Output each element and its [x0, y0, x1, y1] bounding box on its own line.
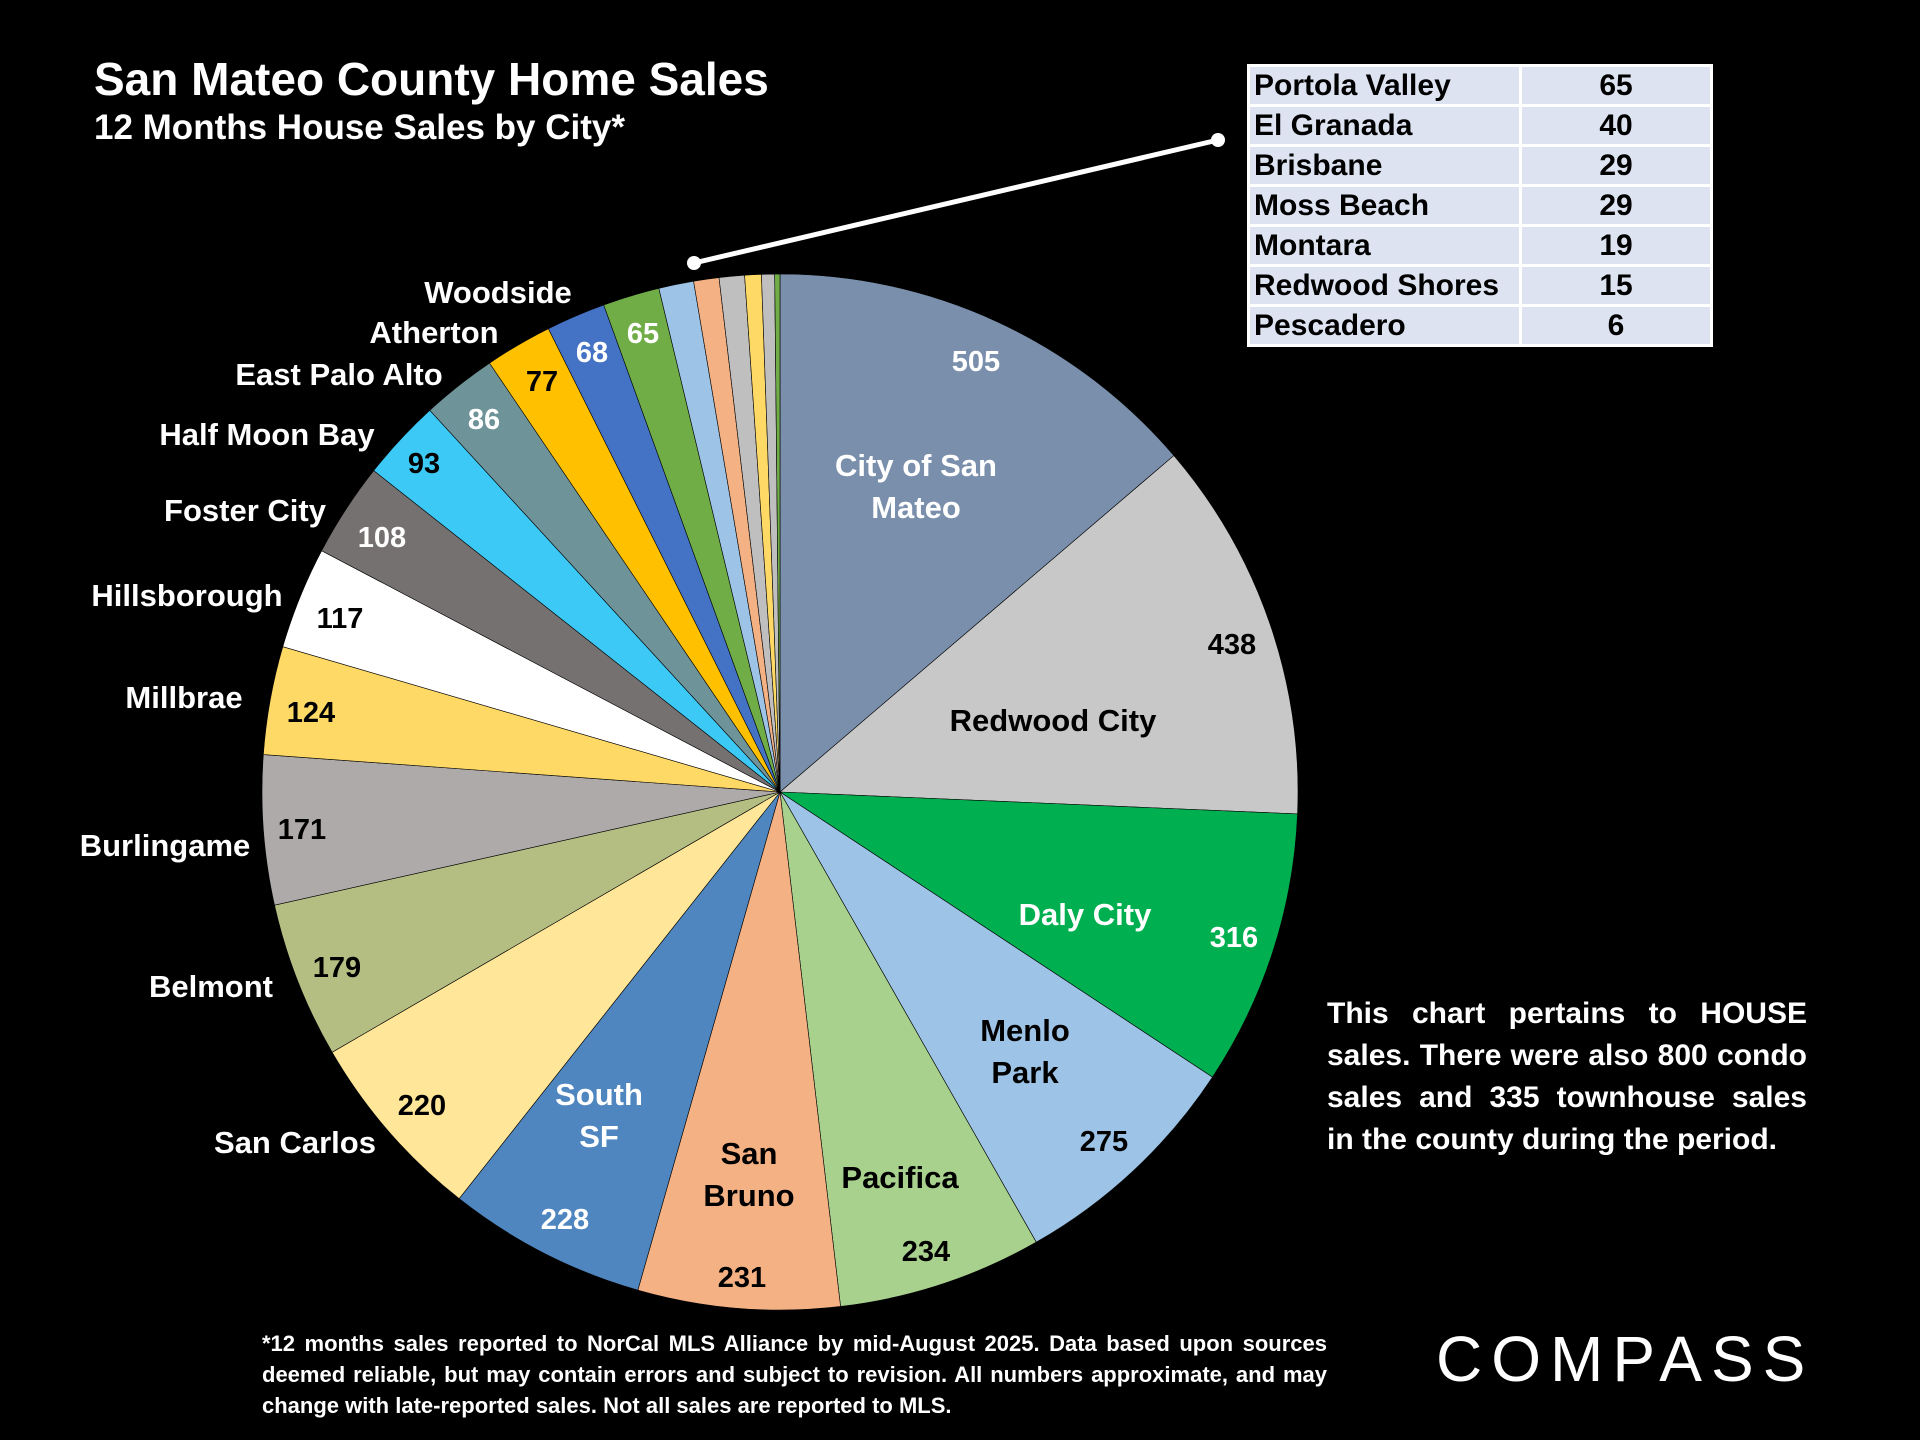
slice-name-foster-city: Foster City [164, 493, 327, 528]
slice-value-burlingame: 171 [278, 814, 326, 846]
table-city-value: 29 [1519, 184, 1713, 227]
callout-dot-end [1211, 133, 1225, 147]
slice-name-city-of-san-mateo: City of San Mateo [835, 448, 997, 525]
slice-value-south-sf: 228 [541, 1204, 589, 1236]
table-row: Moss Beach 29 [1247, 184, 1713, 227]
table-city-name: Redwood Shores [1247, 264, 1522, 307]
slice-name-pacifica: Pacifica [841, 1160, 959, 1195]
slice-name-south-sf: South SF [555, 1077, 643, 1154]
table-row: Montara 19 [1247, 224, 1713, 267]
small-cities-table: Portola Valley 65 El Granada 40 Brisbane 29 Mo… [1247, 64, 1713, 347]
slice-value-woodside: 68 [576, 337, 608, 369]
table-row: El Granada 40 [1247, 104, 1713, 147]
slice-san-bruno [637, 791, 841, 1311]
callout-dot-start [687, 256, 701, 270]
slice-name-atherton: Atherton [369, 315, 498, 350]
table-city-name: Portola Valley [1247, 64, 1522, 107]
table-city-value: 65 [1519, 64, 1713, 107]
slice-value-pacifica: 234 [902, 1236, 950, 1268]
slice-pacifica [779, 791, 1037, 1307]
table-city-value: 40 [1519, 104, 1713, 147]
slice-name-hillsborough: Hillsborough [91, 578, 282, 613]
table-city-name: Montara [1247, 224, 1522, 267]
slice-pescadero [774, 273, 781, 793]
slice-south-sf [458, 791, 781, 1291]
slice-daly-city [778, 791, 1298, 1078]
table-row: Portola Valley 65 [1247, 64, 1713, 107]
slice-name-woodside: Woodside [424, 275, 572, 310]
table-city-value: 15 [1519, 264, 1713, 307]
slice-value-daly-city: 316 [1210, 922, 1258, 954]
slice-value-millbrae: 124 [287, 697, 335, 729]
table-city-value: 6 [1519, 304, 1713, 347]
slice-value-menlo-park: 275 [1080, 1126, 1128, 1158]
slice-name-san-bruno: San Bruno [703, 1136, 794, 1213]
slice-value-atherton: 77 [526, 366, 558, 398]
slice-menlo-park [779, 791, 1213, 1243]
slice-value-hillsborough: 117 [317, 603, 364, 635]
house-sales-note: This chart pertains to HOUSE sales. Ther… [1327, 997, 1807, 1156]
slice-name-san-carlos: San Carlos [214, 1125, 376, 1160]
slice-name-half-moon-bay: Half Moon Bay [159, 417, 375, 452]
table-city-name: Pescadero [1247, 304, 1522, 347]
slice-value-san-carlos: 220 [398, 1090, 446, 1122]
compass-logo: COMPASS [1436, 1323, 1815, 1395]
slice-redwood-city [779, 455, 1299, 815]
table-row: Redwood Shores 15 [1247, 264, 1713, 307]
slice-san-carlos [331, 791, 781, 1200]
slice-value-city-of-san-mateo: 505 [952, 346, 1000, 378]
slice-value-half-moon-bay: 93 [408, 448, 440, 480]
slice-name-east-palo-alto: East Palo Alto [235, 357, 442, 392]
slice-value-portola-valley: 65 [627, 318, 659, 350]
slice-name-redwood-city: Redwood City [950, 703, 1157, 738]
callout-line [693, 137, 1219, 266]
table-row: Brisbane 29 [1247, 144, 1713, 187]
slice-name-belmont: Belmont [149, 969, 273, 1004]
table-row: Pescadero 6 [1247, 304, 1713, 347]
chart-subtitle: 12 Months House Sales by City* [94, 108, 625, 147]
table-city-name: Brisbane [1247, 144, 1522, 187]
slice-name-burlingame: Burlingame [80, 828, 251, 863]
slice-value-san-bruno: 231 [718, 1262, 766, 1294]
table-city-name: Moss Beach [1247, 184, 1522, 227]
chart-title: San Mateo County Home Sales [94, 53, 769, 105]
slice-value-redwood-city: 438 [1208, 629, 1256, 661]
slice-name-daly-city: Daly City [1019, 897, 1152, 932]
table-city-value: 19 [1519, 224, 1713, 267]
table-city-value: 29 [1519, 144, 1713, 187]
slice-name-menlo-park: Menlo Park [980, 1013, 1070, 1090]
footnote: *12 months sales reported to NorCal MLS … [262, 1331, 1327, 1418]
slice-name-millbrae: Millbrae [125, 680, 242, 715]
slice-value-east-palo-alto: 86 [468, 404, 500, 436]
slice-belmont [274, 791, 781, 1053]
slice-city-of-san-mateo [779, 273, 1175, 793]
slice-value-foster-city: 108 [358, 522, 406, 554]
slice-value-belmont: 179 [313, 952, 361, 984]
table-city-name: El Granada [1247, 104, 1522, 147]
